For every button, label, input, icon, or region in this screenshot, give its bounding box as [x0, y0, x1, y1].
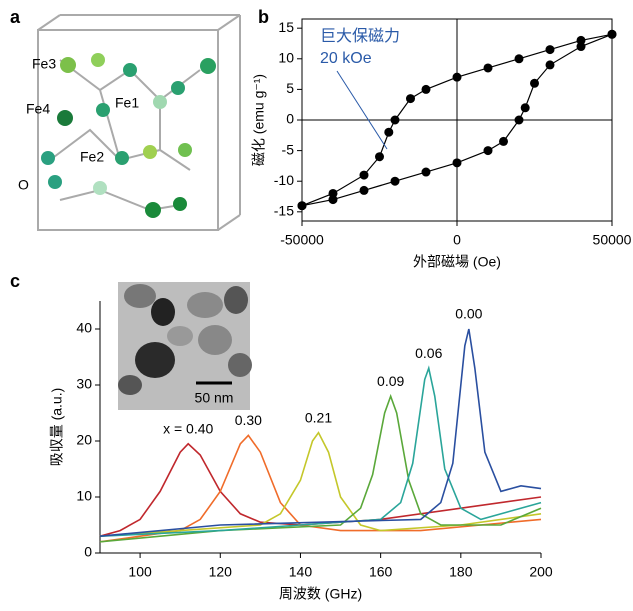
y-tick-label: 10: [76, 488, 92, 504]
x-axis-title: 外部磁場 (Oe): [413, 254, 501, 270]
data-point: [453, 73, 462, 82]
peak-label: 0.21: [305, 409, 332, 425]
figure: a b c Fe3 Fe4 Fe1 Fe2 O -50000 0 50000 -15 -…: [0, 0, 633, 606]
data-point: [422, 168, 431, 177]
data-point: [515, 116, 524, 125]
y-tick-label: 0: [286, 111, 294, 127]
x-tick-label: 160: [369, 564, 393, 580]
x-tick-label: 120: [209, 564, 233, 580]
data-point: [391, 116, 400, 125]
data-point: [384, 128, 393, 137]
peak-label: x = 0.40: [163, 421, 213, 437]
atom-label: Fe4: [26, 101, 50, 117]
data-point: [360, 186, 369, 195]
peak-label: 0.00: [455, 306, 482, 322]
y-tick-label: 0: [84, 544, 92, 560]
data-point: [608, 30, 617, 39]
data-point: [453, 158, 462, 167]
data-point: [521, 103, 530, 112]
data-point: [406, 94, 415, 103]
y-tick-label: 5: [286, 80, 294, 96]
y-tick-label: 10: [278, 49, 294, 65]
atom-label: O: [18, 177, 29, 193]
panel-label: a: [10, 7, 21, 27]
peak-label: 0.09: [377, 373, 404, 389]
data-point: [499, 137, 508, 146]
scale-bar-label: 50 nm: [195, 390, 234, 406]
x-tick-label: 200: [529, 564, 553, 580]
atom-label: Fe2: [80, 149, 104, 165]
x-axis-title: 周波数 (GHz): [279, 586, 362, 602]
x-tick-label: 140: [289, 564, 313, 580]
x-tick-label: -50000: [280, 232, 324, 248]
data-point: [484, 63, 493, 72]
x-tick-label: 100: [128, 564, 152, 580]
x-tick-label: 0: [453, 232, 461, 248]
y-tick-label: 15: [278, 19, 294, 35]
y-tick-label: 30: [76, 376, 92, 392]
y-axis-title: 吸収量 (a.u.): [49, 388, 65, 467]
data-point: [298, 201, 307, 210]
data-point: [530, 79, 539, 88]
data-point: [375, 152, 384, 161]
data-point: [329, 195, 338, 204]
y-tick-label: -5: [282, 141, 295, 157]
atom-label: Fe3: [32, 56, 56, 72]
y-tick-label: -10: [274, 172, 294, 188]
y-tick-label: 40: [76, 320, 92, 336]
atom-label: Fe1: [115, 95, 139, 111]
y-axis-title: 磁化 (emu g⁻¹): [251, 74, 267, 166]
data-point: [577, 42, 586, 51]
series-line: [100, 433, 541, 537]
y-tick-label: 20: [76, 432, 92, 448]
panel-label: c: [10, 271, 20, 291]
data-point: [484, 146, 493, 155]
peak-label: 0.06: [415, 345, 442, 361]
x-tick-label: 180: [449, 564, 473, 580]
annotation-leader: [337, 71, 387, 149]
data-point: [391, 177, 400, 186]
annotation: 巨大保磁力: [320, 27, 400, 45]
annotation: 20 kOe: [320, 50, 372, 67]
data-point: [546, 60, 555, 69]
peak-label: 0.30: [235, 412, 262, 428]
data-point: [515, 54, 524, 63]
data-point: [546, 45, 555, 54]
panel-label: b: [258, 7, 269, 27]
x-tick-label: 50000: [593, 232, 632, 248]
data-point: [360, 171, 369, 180]
data-point: [422, 85, 431, 94]
y-tick-label: -15: [274, 203, 294, 219]
